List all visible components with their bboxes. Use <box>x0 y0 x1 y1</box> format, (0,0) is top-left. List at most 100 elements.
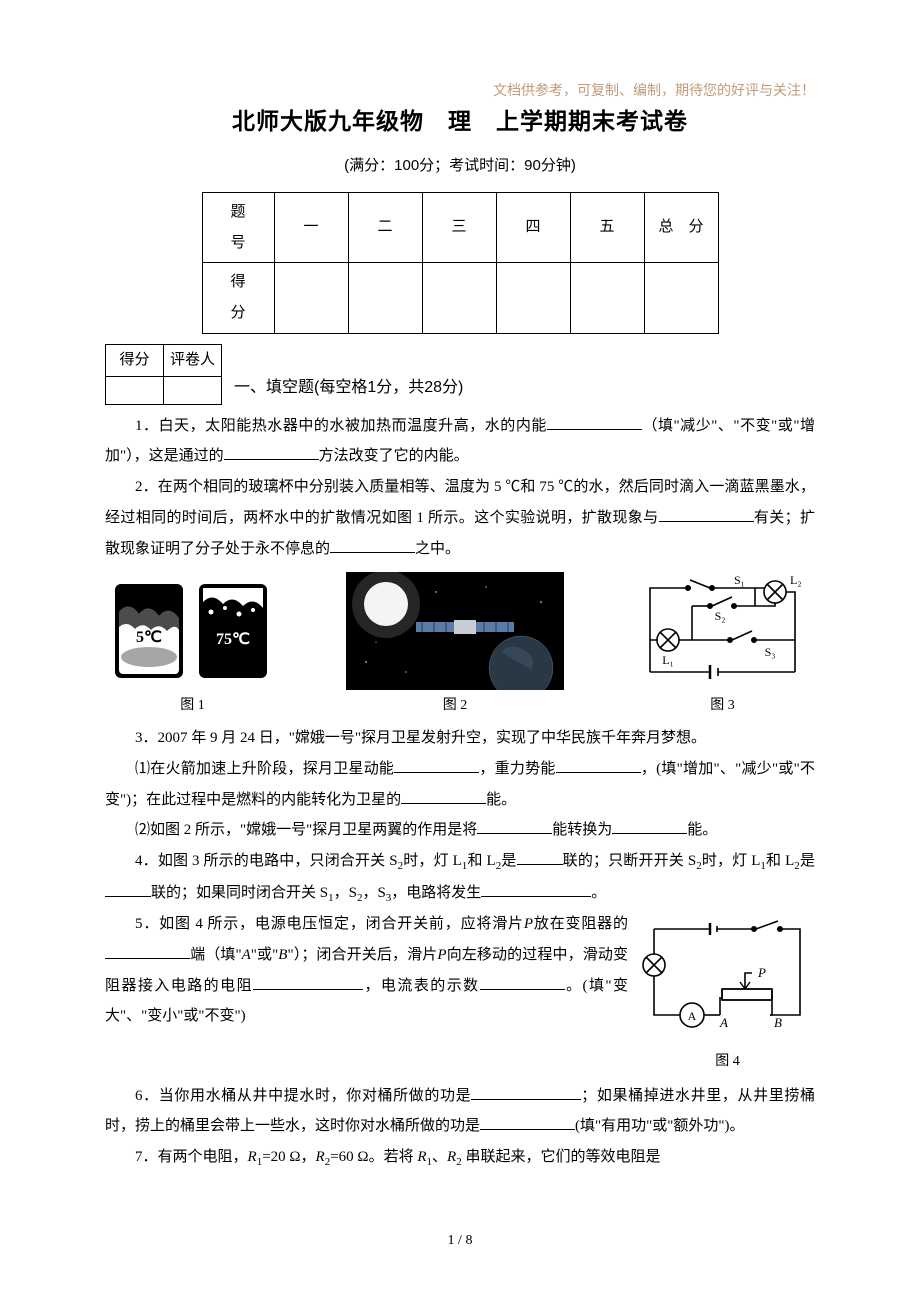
q7r2b: R <box>447 1149 456 1165</box>
q7a5: 串联起来，它们的等效电阻是 <box>462 1149 661 1165</box>
q1-text: 1．白天，太阳能热水器中的水被加热而温度升高，水的内能 <box>135 418 547 434</box>
q3-2c: 能。 <box>687 822 717 838</box>
score-col: 四 <box>496 192 570 263</box>
figure-3: L₁ S₂ S₃ S₁ <box>630 572 815 721</box>
blank <box>330 536 415 553</box>
fig4-svg: A P A B <box>640 915 812 1035</box>
q5A: A <box>242 947 251 963</box>
svg-text:A: A <box>719 1015 728 1030</box>
question-4: 4．如图 3 所示的电路中，只闭合开关 S2时，灯 L1和 L2是联的；只断开开… <box>105 846 815 909</box>
grader-cell <box>164 376 222 404</box>
score-row-label: 题 号 <box>202 192 274 263</box>
question-2: 2．在两个相同的玻璃杯中分别装入质量相等、温度为 5 ℃和 75 ℃的水，然后同… <box>105 472 815 564</box>
q5b: 端（填" <box>190 947 242 963</box>
blank <box>612 818 687 835</box>
figure-2: 图 2 <box>346 572 564 721</box>
q7a4: 、 <box>432 1149 447 1165</box>
score-table: 题 号 一 二 三 四 五 总 分 得 分 <box>202 192 719 334</box>
score-cell <box>422 263 496 334</box>
q2-text3: 之中。 <box>415 541 460 557</box>
score-col: 总 分 <box>644 192 718 263</box>
blank <box>105 942 190 959</box>
svg-text:P: P <box>757 965 766 980</box>
question-3-2: ⑵如图 2 所示，"嫦娥一号"探月卫星两翼的作用是将 能转换为 能。 <box>105 815 815 846</box>
blank <box>105 880 151 897</box>
svg-text:S₂: S₂ <box>715 609 726 623</box>
q1-text3: 方法改变了它的内能。 <box>319 448 469 464</box>
q3-2b: 能转换为 <box>552 822 612 838</box>
blank <box>659 505 754 522</box>
q4h: 联的；如果同时闭合开关 S <box>151 885 328 901</box>
q5a2: 放在变阻器的 <box>533 916 628 932</box>
q5-it2: P <box>437 947 446 963</box>
page-number: 1 / 8 <box>448 1227 473 1256</box>
q4l: 。 <box>591 885 606 901</box>
q7a2: =20 Ω， <box>262 1149 315 1165</box>
header-note: 文档供参考，可复制、编制，期待您的好评与关注！ <box>493 78 815 107</box>
q4j: ，S <box>362 885 385 901</box>
q3-1d: 能。 <box>486 792 516 808</box>
q4b: 时，灯 L <box>403 853 462 869</box>
q4a: 4．如图 3 所示的电路中，只闭合开关 S <box>135 853 398 869</box>
blank <box>253 973 363 990</box>
q5b3: "）；闭合开关后，滑片 <box>287 947 437 963</box>
blank <box>481 880 591 897</box>
question-3: 3．2007 年 9 月 24 日，"嫦娥一号"探月卫星发射升空，实现了中华民族… <box>105 723 815 754</box>
question-6: 6．当你用水桶从井中提水时，你对桶所做的功是；如果桶掉进水井里，从井里捞桶时，捞… <box>105 1081 815 1143</box>
page-subtitle: (满分：100分；考试时间：90分钟) <box>105 151 815 182</box>
score-cell <box>274 263 348 334</box>
grader-cell: 评卷人 <box>164 344 222 376</box>
blank <box>477 818 552 835</box>
q4i: ，S <box>334 885 357 901</box>
q5c: ，电流表的示数 <box>363 978 480 994</box>
q3-2a: ⑵如图 2 所示，"嫦娥一号"探月卫星两翼的作用是将 <box>135 822 477 838</box>
q7r1: R <box>248 1149 257 1165</box>
figure-1: 5℃ 75℃ 图 1 <box>105 572 280 721</box>
blank <box>480 1114 575 1131</box>
blank <box>224 444 319 461</box>
q4d: 是 <box>501 853 516 869</box>
svg-text:L₂: L₂ <box>790 573 802 587</box>
fig1-caption: 图 1 <box>180 692 205 721</box>
q3-1b: ，重力势能 <box>479 761 555 777</box>
fig2-svg <box>346 572 564 690</box>
svg-text:B: B <box>774 1015 782 1030</box>
blank <box>547 413 642 430</box>
q7a3: =60 Ω。若将 <box>330 1149 417 1165</box>
question-7: 7．有两个电阻，R1=20 Ω，R2=60 Ω。若将 R1、R2 串联起来，它们… <box>105 1142 815 1174</box>
svg-text:S₁: S₁ <box>734 573 745 587</box>
q4e: 联的；只断开开关 S <box>563 853 697 869</box>
section-title: 一、填空题(每空格1分，共28分) <box>234 372 463 405</box>
q7r1b: R <box>417 1149 426 1165</box>
svg-text:L₁: L₁ <box>662 653 674 667</box>
blank <box>394 756 479 773</box>
q6c: (填"有用功"或"额外功")。 <box>575 1118 744 1134</box>
score-row-label: 得 分 <box>202 263 274 334</box>
score-col: 三 <box>422 192 496 263</box>
q5b2: "或" <box>251 947 279 963</box>
q6a: 6．当你用水桶从井中提水时，你对桶所做的功是 <box>135 1088 471 1104</box>
q4f: 和 L <box>766 853 794 869</box>
question-1: 1．白天，太阳能热水器中的水被加热而温度升高，水的内能（填"减少"、"不变"或"… <box>105 411 815 473</box>
figure-4: A P A B 图 4 <box>640 915 815 1076</box>
score-cell <box>348 263 422 334</box>
fig1-svg: 5℃ 75℃ <box>105 572 280 690</box>
q5a: 5．如图 4 所示，电源电压恒定，闭合开关前，应将滑片 <box>135 916 524 932</box>
blank <box>556 756 641 773</box>
fig3-caption: 图 3 <box>710 692 735 721</box>
svg-text:S₃: S₃ <box>765 645 776 659</box>
grader-cell: 得分 <box>106 344 164 376</box>
score-cell <box>644 263 718 334</box>
question-3-1: ⑴在火箭加速上升阶段，探月卫星动能，重力势能，(填"增加"、"减少"或"不变")… <box>105 754 815 816</box>
blank <box>401 787 486 804</box>
q4g: 是 <box>800 853 815 869</box>
grader-table: 得分 评卷人 <box>105 344 222 405</box>
blank <box>480 973 565 990</box>
q5-it: P <box>524 916 533 932</box>
q3-text: 3．2007 年 9 月 24 日，"嫦娥一号"探月卫星发射升空，实现了中华民族… <box>135 730 706 746</box>
q4k: ，电路将发生 <box>391 885 481 901</box>
score-col: 二 <box>348 192 422 263</box>
svg-text:5℃: 5℃ <box>136 629 162 646</box>
svg-text:75℃: 75℃ <box>216 631 250 648</box>
fig4-caption: 图 4 <box>640 1048 815 1077</box>
